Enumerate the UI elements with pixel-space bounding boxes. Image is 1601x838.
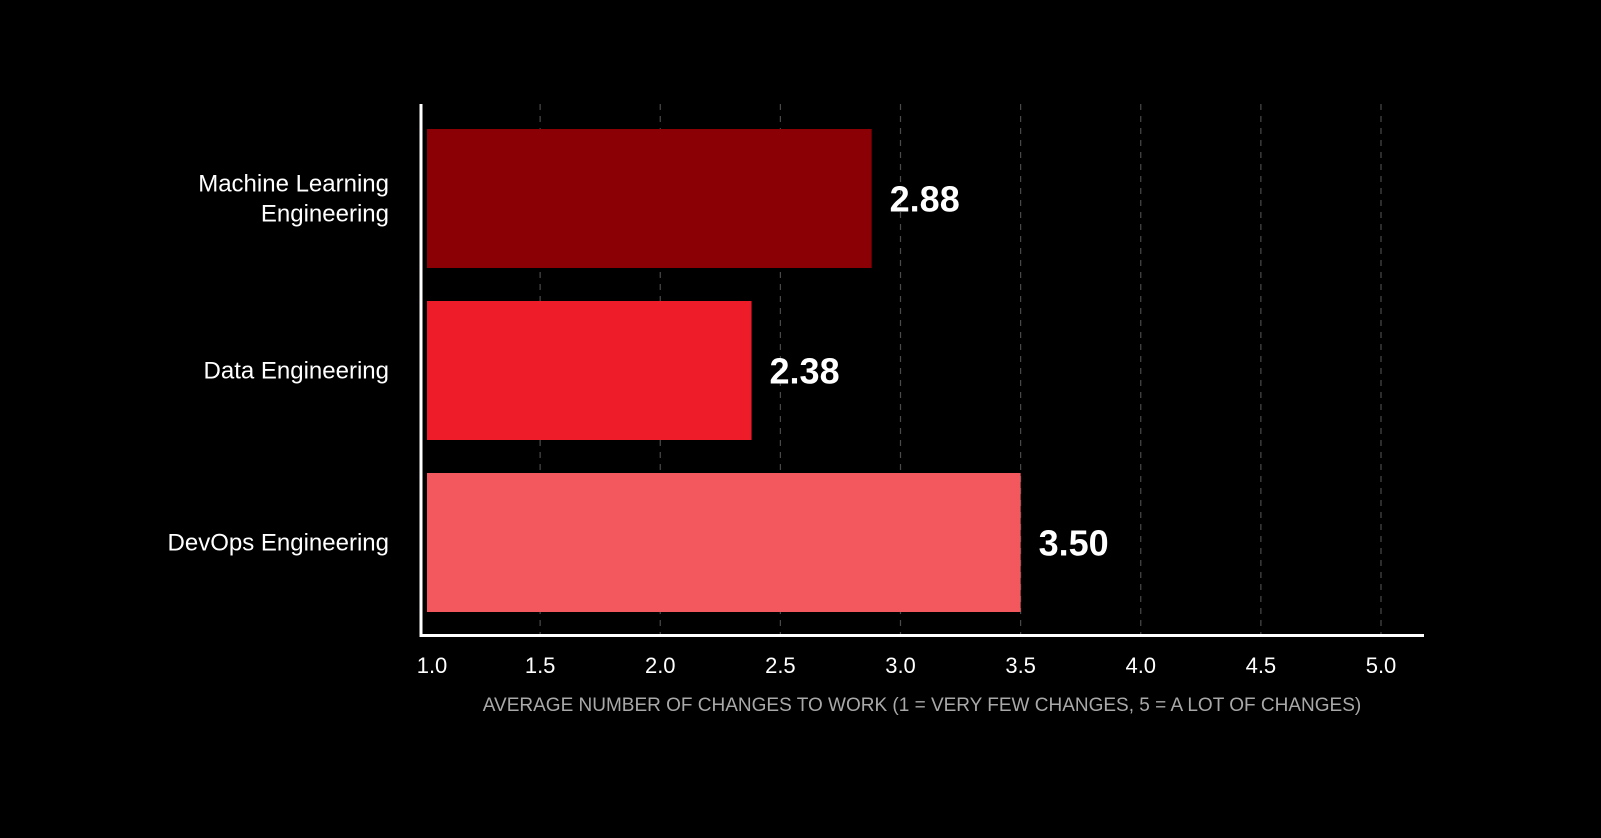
x-tick-label: 3.0 (885, 653, 916, 678)
x-tick-label: 5.0 (1366, 653, 1397, 678)
category-label: Data Engineering (204, 358, 389, 385)
x-tick-label: 1.5 (525, 653, 556, 678)
category-label: DevOps Engineering (168, 530, 389, 557)
bar-value-label: 2.88 (890, 179, 960, 220)
x-axis-title: AVERAGE NUMBER OF CHANGES TO WORK (1 = V… (483, 695, 1361, 716)
x-tick-label: 3.5 (1005, 653, 1036, 678)
bars (427, 129, 1021, 612)
category-labels: Machine Learning Engineering Data Engineer… (168, 171, 389, 557)
axes (419, 104, 1424, 637)
bar-value-label: 2.38 (770, 351, 840, 392)
x-tick-label: 4.5 (1246, 653, 1277, 678)
value-labels: 2.88 2.38 3.50 (770, 179, 1109, 564)
x-tick-labels: 1.0 1.5 2.0 2.5 3.0 3.5 4.0 4.5 5.0 (417, 653, 1397, 678)
category-label: Machine Learning Engineering (198, 171, 389, 228)
bar-value-label: 3.50 (1039, 523, 1109, 564)
x-tick-label: 1.0 (417, 653, 448, 678)
x-tick-label: 2.5 (765, 653, 796, 678)
bar (427, 129, 872, 268)
x-tick-label: 4.0 (1125, 653, 1156, 678)
bar (427, 301, 752, 440)
bar (427, 473, 1021, 612)
x-tick-label: 2.0 (645, 653, 676, 678)
